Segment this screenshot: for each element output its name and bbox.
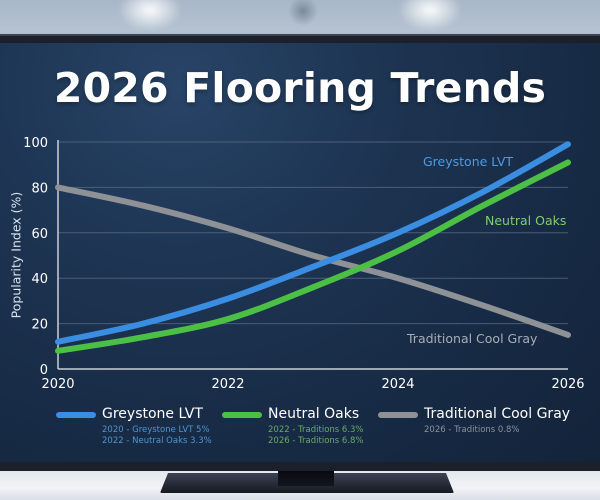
gridlines <box>58 141 568 325</box>
legend-swatch-blue <box>56 412 96 418</box>
ceiling-light-right <box>400 0 460 30</box>
y-tick-label: 20 <box>31 318 48 333</box>
inline-series-labels: Greystone LVT Neutral Oaks Traditional Coo… <box>406 154 566 346</box>
chart-axes <box>57 140 568 370</box>
y-tick-label: 0 <box>40 363 48 378</box>
legend-note: 2022 - Traditions 6.3% <box>268 425 364 435</box>
ceiling-fixture <box>288 0 318 26</box>
legend-note: 2026 - Traditions 6.8% <box>268 436 364 446</box>
y-tick-label: 60 <box>31 227 48 242</box>
monitor-stand-neck <box>278 470 334 486</box>
legend-label: Neutral Oaks <box>268 406 360 422</box>
legend-note: 2020 - Greystone LVT 5% <box>102 425 210 435</box>
legend-note: 2022 - Neutral Oaks 3.3% <box>102 436 212 446</box>
series-line-greystone-lvt <box>55 141 571 345</box>
inline-label-greystone-lvt: Greystone LVT <box>423 154 513 169</box>
inline-label-traditional-cool-gray: Traditional Cool Gray <box>406 331 538 346</box>
data-series-lines <box>55 141 571 354</box>
legend-swatch-gray <box>378 412 418 418</box>
y-tick-label: 40 <box>31 272 48 287</box>
series-line-neutral-oaks <box>55 159 571 354</box>
series-line-traditional-cool-gray <box>55 184 571 338</box>
chart-title: 2026 Flooring Trends <box>53 64 547 112</box>
x-tick-label: 2024 <box>381 377 414 392</box>
x-tick-label: 2022 <box>211 377 244 392</box>
ceiling-light-left <box>120 0 180 30</box>
x-tick-label: 2020 <box>41 377 74 392</box>
legend-swatch-green <box>222 412 262 418</box>
inline-label-neutral-oaks: Neutral Oaks <box>485 213 566 228</box>
x-tick-label: 2026 <box>551 377 584 392</box>
legend-note: 2026 - Traditions 0.8% <box>424 425 520 435</box>
y-tick-label: 100 <box>23 136 48 151</box>
y-axis-label: Popularity Index (%) <box>8 191 24 319</box>
legend-label: Traditional Cool Gray <box>424 406 571 422</box>
y-axis-ticks: 0 20 40 60 80 100 <box>23 136 48 378</box>
legend-label: Greystone LVT <box>102 406 203 422</box>
y-tick-label: 80 <box>31 181 48 196</box>
x-axis-ticks: 2020 2022 2024 2026 <box>41 377 584 392</box>
chart-legend: Greystone LVT 2020 - Greystone LVT 5% 20… <box>0 406 600 446</box>
